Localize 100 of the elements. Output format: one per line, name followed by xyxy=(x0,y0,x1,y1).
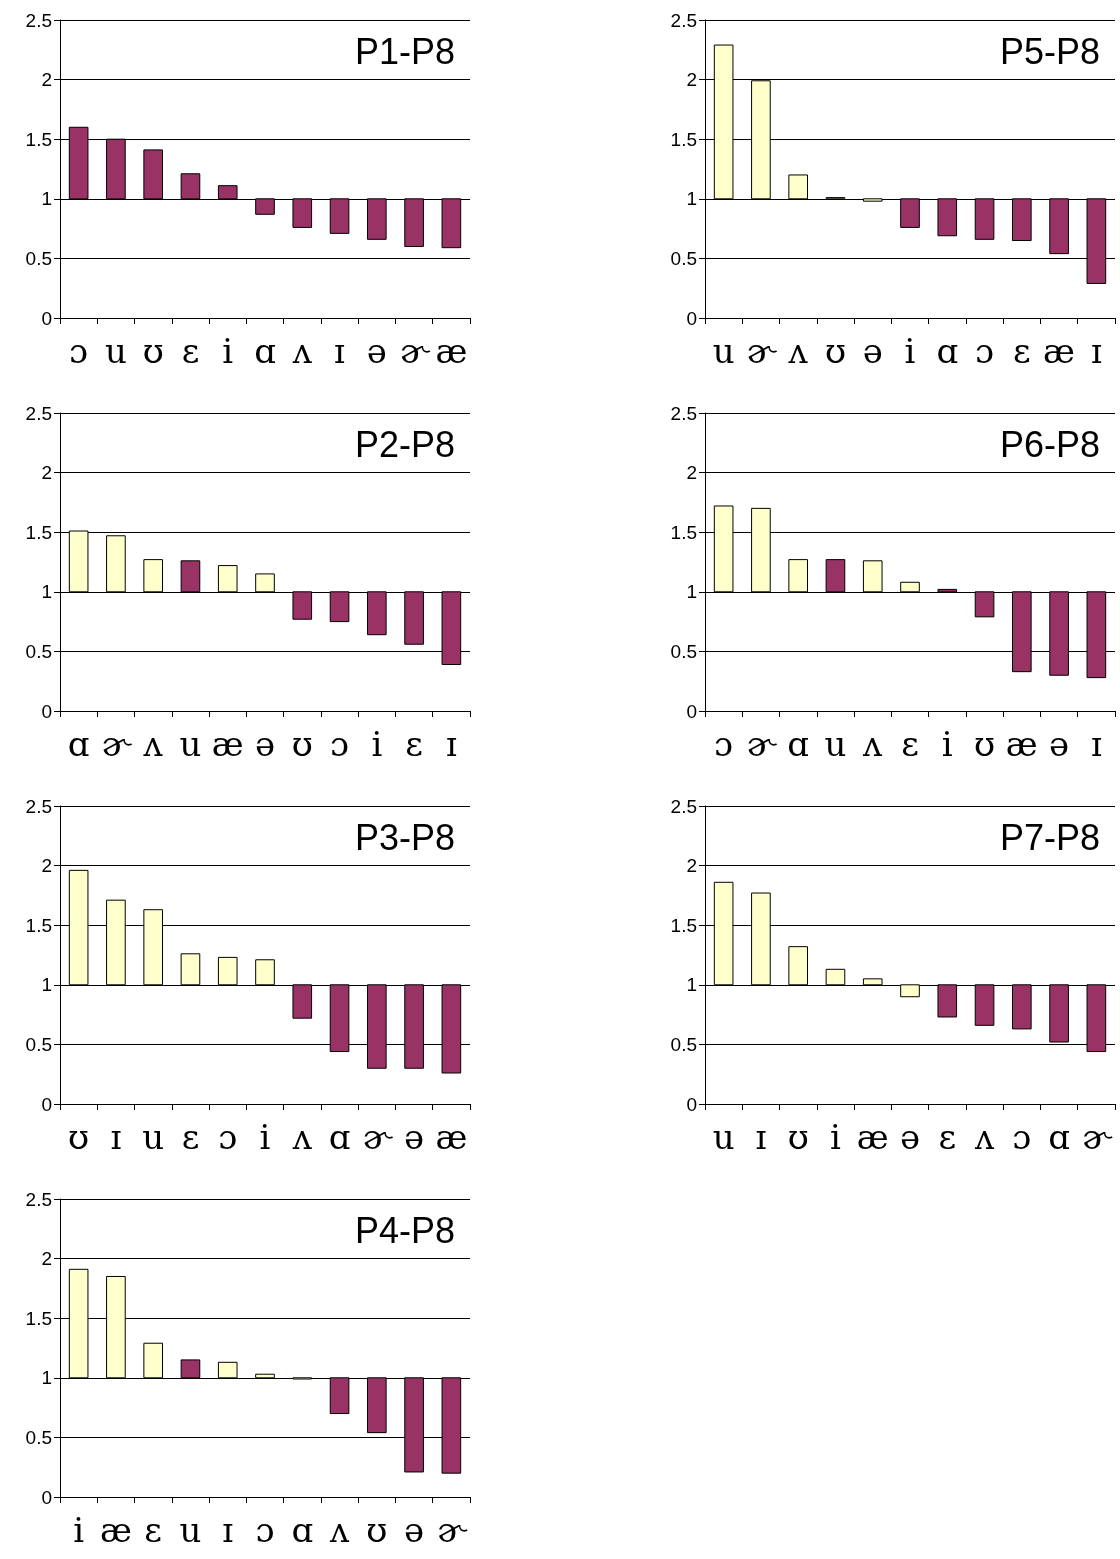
y-tick-label: 0 xyxy=(41,700,52,722)
x-tick-label: ʊ xyxy=(974,724,996,764)
y-tick-label: 0.5 xyxy=(25,1033,52,1055)
x-tick-label: u xyxy=(824,724,847,764)
x-tick-label: ɛ xyxy=(181,331,200,371)
y-tick-label: 0.5 xyxy=(25,640,52,662)
chart-title: P2-P8 xyxy=(354,423,456,465)
x-tick-label: ə xyxy=(404,1510,425,1550)
y-tick-label: 1.5 xyxy=(670,128,697,150)
y-tick-label: 0 xyxy=(686,700,697,722)
x-tick-label: ɛ xyxy=(405,724,423,764)
x-tick-label: ɪ xyxy=(755,1117,767,1157)
x-tick-label: ɔ xyxy=(218,1117,238,1157)
x-tick-label: ʌ xyxy=(291,331,313,371)
x-tick-label: ʊ xyxy=(142,331,164,371)
x-tick-label: ʌ xyxy=(328,1510,350,1550)
y-tick-label: 2 xyxy=(41,69,52,91)
y-tick-label: 1.5 xyxy=(670,914,697,936)
x-tick-label: æ xyxy=(1043,331,1076,371)
x-tick-label: ɪ xyxy=(222,1510,234,1550)
x-tick-label: ʌ xyxy=(787,331,809,371)
x-tick-label: ɔ xyxy=(1012,1117,1032,1157)
x-tick-label: ɪ xyxy=(1090,331,1102,371)
x-tick-label: ɚ xyxy=(1082,1117,1114,1157)
x-tick-label: ɪ xyxy=(1090,724,1102,764)
y-tick-label: 0.5 xyxy=(25,247,52,269)
chart-title: P1-P8 xyxy=(354,30,456,72)
y-tick-label: 2.5 xyxy=(25,9,52,31)
y-tick-label: 2 xyxy=(41,855,52,877)
y-tick-label: 0 xyxy=(41,1093,52,1115)
x-tick-label: ʊ xyxy=(787,1117,809,1157)
y-tick-label: 0.5 xyxy=(670,640,697,662)
x-tick-label: i xyxy=(371,724,383,764)
y-tick-label: 0 xyxy=(686,307,697,329)
x-tick-label: ʌ xyxy=(291,1117,313,1157)
y-tick-label: 1 xyxy=(686,188,697,210)
x-tick-label: u xyxy=(712,1117,735,1157)
y-tick-label: 2 xyxy=(686,855,697,877)
y-tick-label: 2 xyxy=(686,69,697,91)
y-tick-label: 1.5 xyxy=(670,521,697,543)
chart-title: P4-P8 xyxy=(354,1209,456,1251)
y-tick-label: 0 xyxy=(686,1093,697,1115)
x-tick-label: æ xyxy=(99,1510,132,1550)
x-tick-label: ə xyxy=(366,331,387,371)
x-tick-label: ɛ xyxy=(1013,331,1031,371)
x-tick-label: ʌ xyxy=(973,1117,995,1157)
x-tick-label: ɛ xyxy=(938,1117,957,1157)
x-tick-label: ə xyxy=(862,331,883,371)
x-tick-label: ɔ xyxy=(69,331,89,371)
chart-title: P6-P8 xyxy=(999,423,1101,465)
y-tick-label: 2.5 xyxy=(25,1188,52,1210)
y-tick-label: 2 xyxy=(41,462,52,484)
y-tick-label: 2.5 xyxy=(25,795,52,817)
x-tick-label: i xyxy=(73,1510,85,1550)
x-tick-label: i xyxy=(941,724,953,764)
x-tick-label: ɛ xyxy=(901,724,919,764)
x-tick-label: ɑ xyxy=(291,1510,314,1550)
y-tick-label: 2.5 xyxy=(670,795,697,817)
x-tick-label: ɑ xyxy=(1048,1117,1070,1157)
x-tick-label: i xyxy=(904,331,916,371)
x-tick-label: ə xyxy=(404,1117,425,1157)
y-tick-label: 1.5 xyxy=(25,521,52,543)
y-tick-label: 1 xyxy=(41,188,52,210)
x-tick-label: ʊ xyxy=(824,331,846,371)
x-tick-label: ɛ xyxy=(181,1117,200,1157)
x-tick-label: u xyxy=(712,331,735,371)
y-tick-label: 0.5 xyxy=(25,1426,52,1448)
x-tick-label: ɚ xyxy=(746,724,778,764)
x-tick-label: ʌ xyxy=(142,724,164,764)
chart-title: P5-P8 xyxy=(999,30,1101,72)
y-tick-label: 0 xyxy=(41,1486,52,1508)
x-tick-label: ɑ xyxy=(254,331,276,371)
x-tick-label: ɔ xyxy=(714,724,734,764)
x-tick-label: ɑ xyxy=(328,1117,351,1157)
x-tick-label: ɚ xyxy=(399,331,431,371)
x-tick-label: æ xyxy=(435,1117,468,1157)
x-tick-label: ə xyxy=(254,724,276,764)
x-tick-label: ɚ xyxy=(101,724,133,764)
x-tick-label: u xyxy=(142,1117,165,1157)
x-tick-label: æ xyxy=(856,1117,889,1157)
x-tick-label: ə xyxy=(899,1117,921,1157)
y-tick-label: 1.5 xyxy=(25,128,52,150)
x-tick-label: ʌ xyxy=(862,724,884,764)
x-tick-label: ɔ xyxy=(330,724,350,764)
y-tick-label: 2 xyxy=(686,462,697,484)
x-tick-label: ʊ xyxy=(366,1510,388,1550)
x-tick-label: i xyxy=(222,331,234,371)
x-tick-label: æ xyxy=(435,331,468,371)
x-tick-label: ɪ xyxy=(110,1117,122,1157)
x-tick-label: ɚ xyxy=(437,1510,469,1550)
y-tick-label: 1 xyxy=(41,974,52,996)
x-tick-label: ɑ xyxy=(787,724,810,764)
x-tick-label: i xyxy=(830,1117,842,1157)
x-tick-label: ɑ xyxy=(67,724,90,764)
y-tick-label: 1.5 xyxy=(25,1307,52,1329)
y-tick-label: 1.5 xyxy=(25,914,52,936)
chart-title: P3-P8 xyxy=(354,816,456,858)
x-tick-label: ə xyxy=(1049,724,1070,764)
y-tick-label: 1 xyxy=(686,581,697,603)
chart-title: P7-P8 xyxy=(999,816,1101,858)
